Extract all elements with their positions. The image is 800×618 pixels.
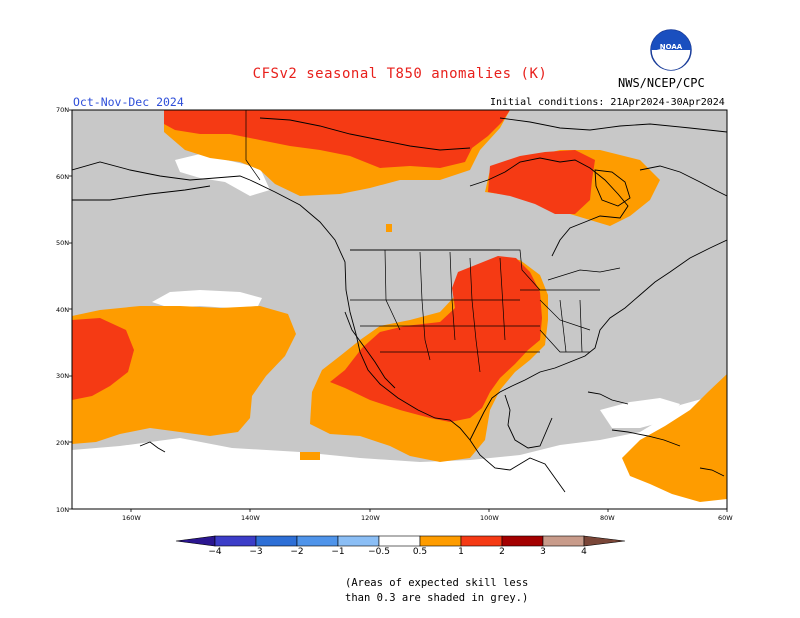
longitude-labels: 160W 140W 120W 100W 80W 60W: [122, 514, 733, 522]
state-borders: [245, 110, 621, 373]
no-shade-gulf: [600, 398, 680, 428]
colorbar-swatch: [337, 535, 380, 547]
colorbar-swatch: [542, 535, 585, 547]
colorbar: [175, 535, 626, 547]
lon-label: 160W: [122, 514, 141, 522]
anomaly-pacific-red: [72, 318, 134, 400]
colorbar-label: 3: [540, 547, 546, 557]
lat-label: 40N: [56, 306, 69, 314]
lat-label: 60N: [56, 173, 69, 181]
anomaly-hudson-red: [164, 110, 510, 168]
lat-label: 20N: [56, 439, 69, 447]
colorbar-label: 0.5: [412, 547, 428, 557]
colorbar-label: 2: [499, 547, 505, 557]
colorbar-high-arrow: [583, 535, 626, 547]
anomaly-small-orange-a: [386, 224, 392, 232]
colorbar-swatch: [419, 535, 462, 547]
lat-label: 50N: [56, 239, 69, 247]
colorbar-swatch: [296, 535, 339, 547]
no-shade-arctic: [175, 154, 270, 196]
skill-note: (Areas of expected skill less than 0.3 a…: [345, 576, 528, 606]
colorbar-label: −1: [331, 547, 345, 557]
agency-label: NWS/NCEP/CPC: [618, 76, 705, 90]
noaa-logo: NOAA: [650, 29, 692, 71]
colorbar-label: −2: [290, 547, 304, 557]
colorbar-label: 4: [581, 547, 587, 557]
anomaly-us-mexico-red: [330, 256, 542, 422]
lat-label: 30N: [56, 372, 69, 380]
lat-label: 10N: [56, 506, 69, 514]
colorbar-label: −3: [249, 547, 263, 557]
coastlines: [72, 117, 727, 493]
latitude-labels: 70N 60N 50N 40N 30N 20N 10N: [56, 106, 69, 514]
lon-label: 140W: [241, 514, 260, 522]
colorbar-swatch: [501, 535, 544, 547]
no-shade-south: [72, 392, 727, 509]
noaa-logo-text: NOAA: [660, 43, 683, 51]
map-title: CFSv2 seasonal T850 anomalies (K): [252, 66, 548, 82]
lat-label: 70N: [56, 106, 69, 114]
initial-conditions-label: Initial conditions: 21Apr2024-30Apr2024: [490, 97, 725, 108]
lon-label: 120W: [361, 514, 380, 522]
anomaly-caribbean-orange: [622, 374, 727, 502]
anomaly-small-orange-b: [300, 452, 320, 460]
lon-label: 60W: [718, 514, 733, 522]
colorbar-label: 1: [458, 547, 464, 557]
colorbar-label: −4: [208, 547, 222, 557]
no-shade-pacific-strip: [152, 290, 262, 308]
colorbar-label: −0.5: [368, 547, 390, 557]
colorbar-swatch: [460, 535, 503, 547]
skill-note-line: (Areas of expected skill less: [345, 577, 529, 589]
season-label: Oct-Nov-Dec 2024: [73, 95, 184, 109]
colorbar-swatch: [378, 535, 421, 547]
lon-label: 80W: [600, 514, 615, 522]
lon-label: 100W: [480, 514, 499, 522]
skill-note-line: than 0.3 are shaded in grey.): [345, 592, 529, 604]
colorbar-swatch: [214, 535, 257, 547]
colorbar-low-arrow: [175, 535, 216, 547]
lat-ticks: [69, 109, 728, 512]
colorbar-swatch: [255, 535, 298, 547]
